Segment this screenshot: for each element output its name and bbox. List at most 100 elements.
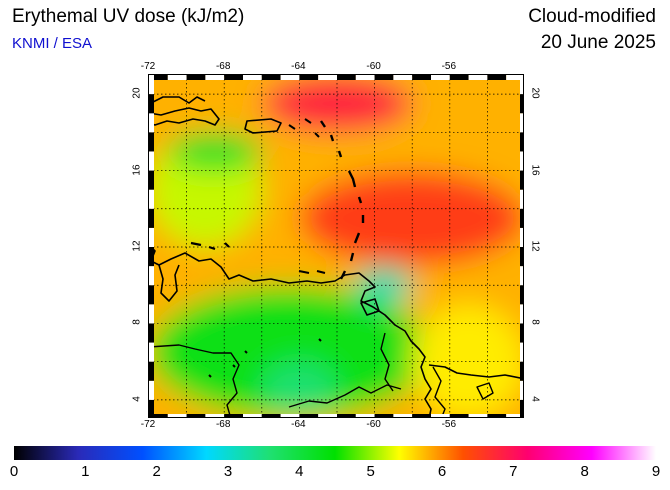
frame-segment bbox=[280, 75, 300, 80]
frame-segment bbox=[520, 170, 523, 190]
frame-segment bbox=[149, 75, 154, 95]
frame-segment bbox=[149, 361, 154, 381]
frame-segment bbox=[412, 414, 431, 417]
coastline-south-america-north bbox=[149, 244, 432, 417]
frame-segment bbox=[412, 75, 431, 80]
longitude-tick-label: -60 bbox=[366, 419, 381, 430]
map-title: Erythemal UV dose (kJ/m2) bbox=[12, 6, 245, 27]
frame-segment bbox=[520, 75, 523, 95]
frame-segment bbox=[468, 414, 488, 417]
colorbar-tick-label: 8 bbox=[580, 463, 589, 480]
latitude-tick-label: 4 bbox=[131, 396, 143, 402]
frame-segment bbox=[355, 414, 375, 417]
frame-segment bbox=[506, 414, 523, 417]
frame-segment bbox=[149, 189, 154, 209]
dose-region bbox=[167, 132, 262, 171]
frame-segment bbox=[149, 94, 154, 114]
latitude-tick-label: 8 bbox=[131, 319, 143, 326]
frame-segment bbox=[520, 94, 523, 114]
uv-dose-field bbox=[149, 75, 523, 417]
colorbar-tick-label: 9 bbox=[651, 463, 661, 480]
dose-region bbox=[412, 304, 523, 417]
frame-segment bbox=[520, 342, 523, 362]
longitude-tick-label: -68 bbox=[215, 61, 231, 72]
coastlines bbox=[149, 96, 523, 417]
frame-segment bbox=[520, 151, 523, 171]
colorbar-tick-label: 6 bbox=[437, 463, 447, 480]
frame-segment bbox=[149, 170, 154, 190]
border-guyana-suriname bbox=[432, 366, 446, 417]
frame-segment bbox=[205, 414, 225, 417]
longitude-tick-label: -64 bbox=[291, 61, 306, 72]
frame-segment bbox=[487, 414, 507, 417]
border-colombia-venezuela bbox=[149, 344, 240, 417]
frame-segment bbox=[149, 342, 154, 362]
frame-segment bbox=[186, 414, 206, 417]
frame-segment bbox=[149, 75, 168, 80]
frame-segment bbox=[186, 75, 206, 80]
frame-segment bbox=[299, 75, 319, 80]
frame-segment bbox=[520, 266, 523, 286]
dose-region bbox=[261, 361, 337, 417]
frame-segment bbox=[280, 414, 300, 417]
frame-segment bbox=[393, 414, 413, 417]
border-venezuela-guyana bbox=[380, 332, 394, 392]
frame-segment bbox=[299, 414, 319, 417]
longitude-tick-label: -72 bbox=[140, 61, 156, 72]
frame-segment bbox=[149, 247, 154, 267]
frame-segment bbox=[520, 132, 523, 152]
latitude-tick-label: 12 bbox=[529, 240, 541, 252]
border-venezuela-brazil bbox=[288, 384, 402, 408]
frame-segment bbox=[374, 75, 394, 80]
frame-segment bbox=[520, 399, 523, 417]
frame-segment bbox=[520, 304, 523, 324]
frame-segment bbox=[149, 304, 154, 324]
frame-segment bbox=[149, 113, 154, 133]
colorbar-tick-label: 5 bbox=[366, 463, 375, 480]
data-credit: KNMI / ESA bbox=[12, 35, 93, 52]
frame-segment bbox=[149, 132, 154, 152]
longitude-tick-label: -56 bbox=[441, 419, 457, 430]
frame-segment bbox=[449, 414, 469, 417]
colorbar-tick-label: 7 bbox=[509, 463, 518, 480]
frame-segment bbox=[337, 75, 356, 80]
coastline-lake-maracaibo bbox=[158, 264, 180, 302]
frame-segment bbox=[355, 75, 375, 80]
latitude-tick-label: 16 bbox=[529, 163, 541, 176]
dose-region bbox=[355, 266, 413, 305]
dose-region bbox=[149, 285, 431, 417]
frame-segment bbox=[449, 75, 469, 80]
colorbar-tick-label: 3 bbox=[223, 463, 233, 480]
frame-segment bbox=[261, 414, 281, 417]
latitude-tick-label: 12 bbox=[131, 240, 143, 252]
frame-segment bbox=[393, 75, 413, 80]
lake-brokopondo bbox=[476, 382, 494, 400]
latitude-tick-label: 20 bbox=[529, 87, 541, 99]
frame-segment bbox=[243, 75, 262, 80]
frame-segment bbox=[167, 414, 187, 417]
longitude-tick-label: -64 bbox=[291, 419, 306, 430]
dose-region bbox=[299, 170, 523, 267]
frame-segment bbox=[167, 75, 187, 80]
frame-segment bbox=[520, 380, 523, 400]
frame-segment bbox=[318, 75, 337, 80]
frame-segment bbox=[224, 75, 243, 80]
latitude-tick-label: 8 bbox=[529, 319, 541, 326]
coastline-hispaniola-north bbox=[150, 96, 206, 104]
frame-segment bbox=[149, 227, 154, 247]
colorbar-tick-label: 1 bbox=[81, 463, 90, 480]
frame-segment bbox=[520, 227, 523, 247]
frame-segment bbox=[261, 75, 281, 80]
product-label: Cloud-modified bbox=[528, 6, 656, 27]
latitude-tick-label: 20 bbox=[131, 87, 143, 99]
frame-segment bbox=[224, 414, 243, 417]
longitude-tick-label: -60 bbox=[366, 61, 381, 72]
frame-segment bbox=[318, 414, 337, 417]
coastline-lesser-antilles bbox=[320, 120, 365, 280]
colorbar-gradient bbox=[14, 446, 656, 460]
longitude-tick-label: -68 bbox=[215, 419, 231, 430]
colorbar-tick-label: 4 bbox=[295, 463, 304, 480]
longitude-tick-label: -56 bbox=[441, 61, 457, 72]
latitude-tick-label: 4 bbox=[529, 396, 541, 402]
coastline-hispaniola bbox=[149, 107, 220, 126]
